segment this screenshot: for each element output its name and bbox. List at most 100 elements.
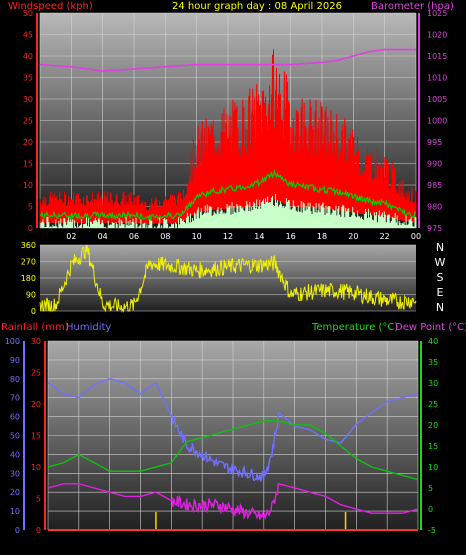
x-tick-label: 00 [413, 537, 423, 546]
barometer-tick-label: 990 [427, 160, 442, 169]
rainfall-ticks: 0 5 10 15 20 25 30 [31, 337, 46, 535]
direction-tick-label: 0 [31, 307, 36, 316]
humidity-tick-label: 60 [10, 413, 20, 422]
humidity-line [47, 378, 419, 482]
windspeed-average-line [39, 168, 417, 222]
temperature-tick-label: 5 [428, 484, 433, 493]
temperature-tick-label: -5 [428, 526, 436, 535]
wind-panel-marks [39, 48, 417, 228]
rainfall-tick-label: 30 [31, 337, 41, 346]
sunset-label: Sunset [340, 537, 371, 547]
barometer-line [39, 48, 416, 72]
x-tick-label: 02 [66, 232, 76, 241]
rainfall-axis-title: Rainfall (mm) [1, 322, 69, 333]
compass-label: N [436, 241, 444, 254]
x-tick-label: 08 [160, 232, 170, 241]
x-tick-label: 10 [197, 537, 207, 546]
compass-label: N [436, 301, 444, 314]
x-tick-label: 16 [290, 537, 300, 546]
humidity-tick-label: 20 [10, 488, 20, 497]
rainfall-tick-label: 15 [31, 432, 41, 441]
x-tick-label: 12 [223, 232, 233, 241]
windspeed-tick-label: 10 [23, 181, 33, 190]
rainfall-tick-label: 25 [31, 369, 41, 378]
windspeed-tick-label: 40 [23, 52, 33, 61]
direction-panel-grid [40, 244, 416, 312]
compass-label: S [437, 271, 444, 284]
compass-label: W [435, 256, 446, 269]
barometer-tick-label: 975 [427, 224, 442, 233]
x-tick-label: 22 [382, 537, 392, 546]
windspeed-gust-line [39, 49, 417, 225]
x-tick-label: 16 [286, 232, 296, 241]
temperature-tick-label: 30 [428, 379, 438, 388]
compass-label: E [437, 286, 444, 299]
direction-ticks: 0 90 180 270 360 [21, 241, 36, 316]
x-tick-label: 14 [254, 232, 264, 241]
humidity-tick-label: 0 [15, 526, 20, 535]
windspeed-axis-title: Windspeed (kph) [8, 1, 93, 12]
climate-x-ticks: 02 04 06 08 10 12 14 16 18 20 22 00 [74, 537, 423, 546]
windspeed-tick-label: 30 [23, 95, 33, 104]
rainfall-tick-label: 20 [31, 400, 41, 409]
x-tick-label: 02 [74, 537, 84, 546]
wind-direction-line [39, 244, 417, 313]
rainfall-tick-label: 10 [31, 463, 41, 472]
windspeed-tick-label: 5 [28, 203, 33, 212]
windspeed-tick-label: 45 [23, 31, 33, 40]
barometer-ticks: 975 980 985 990 995 1000 1005 1010 1015 1020 1025 [418, 9, 447, 233]
windspeed-tick-label: 35 [23, 74, 33, 83]
humidity-tick-label: 10 [10, 507, 20, 516]
temperature-tick-label: 10 [428, 463, 438, 472]
windspeed-tick-label: 25 [23, 117, 33, 126]
barometer-tick-label: 1005 [427, 95, 447, 104]
barometer-tick-label: 1015 [427, 52, 447, 61]
temperature-tick-label: 40 [428, 337, 438, 346]
barometer-tick-label: 985 [427, 181, 442, 190]
x-tick-label: 18 [320, 537, 330, 546]
temperature-line [47, 420, 419, 481]
direction-tick-label: 180 [21, 274, 36, 283]
x-tick-label: 04 [98, 232, 108, 241]
humidity-ticks: 0 10 20 30 40 50 60 70 80 90 100 [5, 337, 25, 535]
temperature-ticks: -5 0 5 10 15 20 25 30 35 40 [420, 337, 438, 535]
direction-tick-label: 360 [21, 241, 36, 250]
x-tick-label: 20 [348, 232, 358, 241]
x-tick-label: 10 [192, 232, 202, 241]
temperature-tick-label: 15 [428, 442, 438, 451]
temperature-tick-label: 35 [428, 358, 438, 367]
barometer-tick-label: 980 [427, 203, 442, 212]
rainfall-tick-label: 0 [36, 526, 41, 535]
barometer-tick-label: 1010 [427, 74, 447, 83]
x-tick-label: 06 [129, 232, 139, 241]
barometer-tick-label: 1020 [427, 31, 447, 40]
humidity-tick-label: 100 [5, 337, 20, 346]
x-tick-label: 08 [166, 537, 176, 546]
humidity-tick-label: 40 [10, 450, 20, 459]
x-tick-label: 00 [411, 232, 421, 241]
humidity-tick-label: 30 [10, 469, 20, 478]
x-tick-label: 14 [259, 537, 269, 546]
temperature-axis-title: Temperature (°C) [311, 322, 398, 333]
windspeed-tick-label: 50 [23, 9, 33, 18]
x-tick-label: 20 [351, 537, 361, 546]
temperature-tick-label: 0 [428, 505, 433, 514]
windspeed-ticks: 0 5 10 15 20 25 30 35 40 45 50 [23, 9, 38, 233]
barometer-axis-title: Barometer (hpa) [371, 1, 454, 12]
direction-panel-marks [39, 244, 417, 313]
humidity-tick-label: 70 [10, 394, 20, 403]
humidity-axis-title: Humidity [66, 322, 111, 333]
wind-x-ticks: 02 04 06 08 10 12 14 16 18 20 22 00 [66, 232, 421, 241]
windspeed-tick-label: 0 [28, 224, 33, 233]
dewpoint-line [47, 482, 419, 521]
graph-title: 24 hour graph day : 08 April 2026 [172, 1, 342, 12]
windspeed-tick-label: 15 [23, 160, 33, 169]
temperature-tick-label: 25 [428, 400, 438, 409]
x-tick-label: 18 [317, 232, 327, 241]
climate-panel-marks [47, 378, 419, 531]
humidity-tick-label: 50 [10, 432, 20, 441]
humidity-tick-label: 80 [10, 375, 20, 384]
windspeed-low-line [39, 194, 417, 228]
